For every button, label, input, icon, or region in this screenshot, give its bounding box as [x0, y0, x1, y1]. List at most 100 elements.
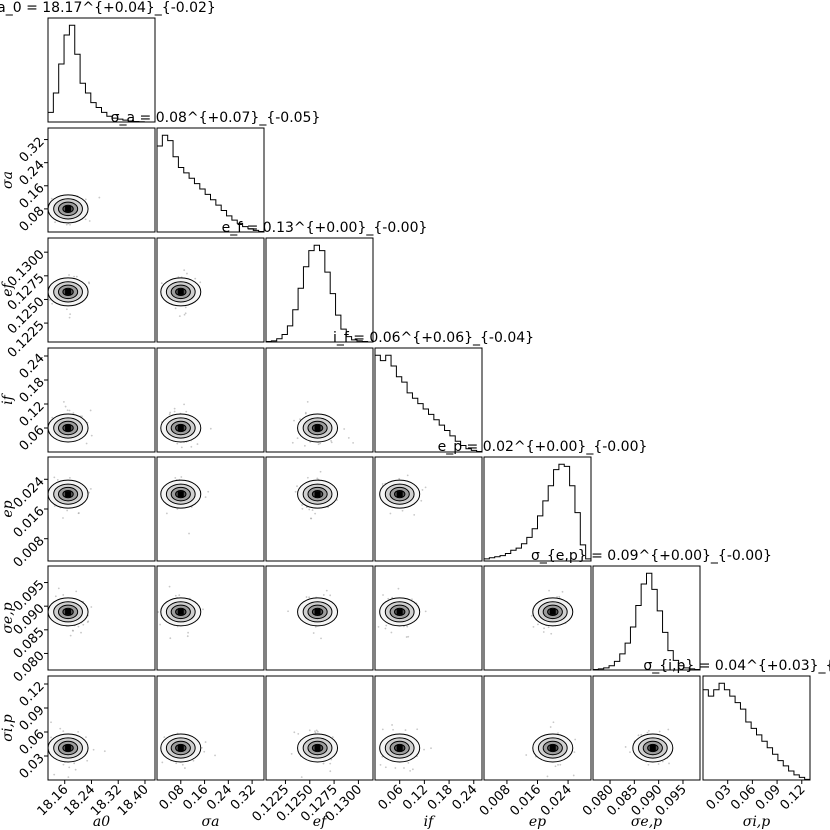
panel-frame [483, 565, 592, 671]
sample-point [384, 627, 387, 630]
sample-point [194, 277, 197, 280]
sample-point [574, 738, 577, 741]
sample-point [550, 632, 553, 635]
panel-sigma_ip-vs-sigma_ep [592, 675, 701, 781]
sample-point [661, 760, 664, 763]
histogram-sigma_a: σ_a = 0.08^{+0.07}_{-0.05} [111, 110, 320, 233]
sample-point [174, 476, 177, 479]
sample-point [557, 732, 559, 735]
sample-point [629, 751, 631, 754]
sample-point [384, 766, 387, 769]
sample-point [549, 726, 552, 728]
sample-point [196, 443, 199, 445]
y-tick-label: 0.12 [17, 399, 48, 430]
histogram-i_f: i_f = 0.06^{+0.06}_{-0.04} [333, 330, 534, 453]
sample-point [407, 761, 410, 764]
panel-sigma_ip-vs-sigma_a [156, 675, 265, 781]
sample-point [203, 750, 206, 753]
histogram-steps [703, 682, 810, 780]
sample-point [175, 762, 178, 765]
sample-point [397, 587, 400, 590]
y-tick-label: 0.06 [17, 727, 48, 758]
sample-point [310, 517, 313, 520]
sample-point [385, 624, 388, 627]
sample-point [637, 734, 640, 737]
histogram-steps [48, 24, 155, 123]
x-axis-label-e_f: ef [313, 814, 329, 830]
sample-point [80, 631, 82, 634]
x-tick-label: 0.008 [477, 782, 514, 819]
density-peak [396, 491, 403, 498]
panel-frame [156, 237, 265, 343]
sample-point [320, 637, 322, 640]
sample-point [640, 733, 643, 736]
sample-point [103, 750, 106, 753]
y-tick-label: 0.008 [11, 534, 48, 571]
sample-point [389, 512, 392, 515]
sample-point [53, 505, 56, 507]
x-tick-label: 0.18 [425, 782, 456, 813]
sample-point [209, 427, 212, 430]
y-tick-label: 0.024 [11, 474, 48, 511]
sample-point [202, 608, 204, 611]
histogram-frame [265, 237, 374, 343]
sample-point [532, 625, 535, 628]
panel-frame [265, 565, 374, 671]
panel-frame [47, 565, 156, 671]
sample-point [176, 442, 179, 445]
sample-point [411, 598, 413, 601]
x-tick-label: 0.12 [400, 782, 431, 813]
sample-point [308, 729, 311, 732]
panel-frame [374, 565, 483, 671]
sample-point [301, 504, 304, 506]
sample-point [409, 769, 412, 772]
sample-point [293, 419, 295, 422]
sample-point [314, 731, 317, 734]
sample-point [391, 596, 394, 599]
sample-point [403, 767, 405, 769]
sample-point [379, 763, 382, 766]
sample-point [293, 731, 296, 734]
sample-point [186, 635, 189, 638]
sample-point [98, 196, 101, 199]
y-tick-label: 0.16 [17, 181, 48, 212]
sample-point [304, 411, 307, 414]
panel-sigma_ip-vs-a0 [47, 675, 156, 781]
panel-sigma_a-vs-a0 [47, 127, 156, 233]
histogram-frame [592, 565, 701, 671]
sample-point [184, 306, 187, 309]
sample-point [556, 596, 558, 598]
density-peak [177, 425, 184, 431]
density-peak [314, 491, 321, 498]
sample-point [546, 775, 549, 778]
histogram-steps [266, 244, 373, 343]
density-peak [396, 608, 403, 615]
y-tick-label: 0.24 [17, 351, 48, 382]
density-peak [65, 745, 72, 751]
sample-point [50, 721, 52, 724]
panel-e_p-vs-sigma_a [156, 456, 265, 562]
panel-frame [47, 456, 156, 562]
sample-point [66, 409, 69, 412]
panel-frame [156, 347, 265, 453]
sample-point [173, 410, 176, 413]
sample-point [157, 611, 160, 613]
density-peak [177, 491, 184, 498]
density-peak [65, 608, 72, 615]
sample-point [543, 627, 545, 630]
sample-point [554, 765, 557, 768]
panel-e_p-vs-e_f [265, 456, 374, 562]
sample-point [88, 281, 90, 284]
sample-point [85, 442, 88, 445]
sample-point [559, 763, 562, 766]
panel-title-e_f: e_f = 0.13^{+0.00}_{-0.00} [222, 220, 428, 236]
panel-frame [265, 456, 374, 562]
sample-point [68, 766, 71, 769]
density-peak [177, 288, 184, 295]
panel-frame [47, 675, 156, 781]
panel-frame [483, 675, 592, 781]
sample-point [290, 752, 293, 755]
